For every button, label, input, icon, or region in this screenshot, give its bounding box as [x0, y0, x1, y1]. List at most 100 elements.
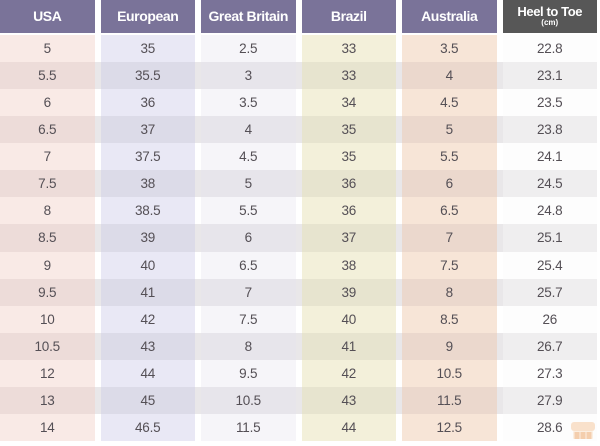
- table-row: 5 35 2.5 33 3.5 22.8: [0, 35, 597, 63]
- table-row: 5.5 35.5 3 33 4 23.1: [0, 62, 597, 90]
- cell-australia: 8.5: [402, 305, 497, 333]
- cell-usa: 8: [0, 197, 95, 225]
- cell-heel-to-toe: 24.8: [502, 197, 597, 225]
- cell-australia: 9: [402, 332, 497, 360]
- cell-heel-to-toe: 23.1: [502, 62, 597, 90]
- cell-heel-to-toe: 25.4: [502, 251, 597, 279]
- cell-usa: 10.5: [0, 332, 95, 360]
- table-rows: 5 35 2.5 33 3.5 22.8 5.5 35.5 3 33 4 23.…: [0, 35, 600, 445]
- cell-heel-to-toe: 25.7: [502, 278, 597, 306]
- cell-brazil: 34: [301, 89, 396, 117]
- cell-usa: 6: [0, 89, 95, 117]
- cell-usa: 5.5: [0, 62, 95, 90]
- cell-european: 45: [100, 386, 195, 414]
- cell-australia: 4.5: [402, 89, 497, 117]
- cell-usa: 7.5: [0, 170, 95, 198]
- header-brazil-label: Brazil: [330, 8, 367, 25]
- cell-heel-to-toe: 24.1: [502, 143, 597, 171]
- table-row: 10.5 43 8 41 9 26.7: [0, 332, 597, 360]
- cell-heel-to-toe: 27.3: [502, 359, 597, 387]
- cell-european: 46.5: [100, 413, 195, 441]
- cell-brazil: 33: [301, 35, 396, 63]
- cell-great-britain: 7: [201, 278, 296, 306]
- cell-usa: 8.5: [0, 224, 95, 252]
- cell-european: 37: [100, 116, 195, 144]
- cell-usa: 10: [0, 305, 95, 333]
- header-heel-to-toe: Heel to Toe (cm): [502, 0, 597, 33]
- table-header: USA European Great Britain Brazil Austra…: [0, 0, 600, 33]
- table-row: 6.5 37 4 35 5 23.8: [0, 116, 597, 144]
- cell-european: 41: [100, 278, 195, 306]
- cell-usa: 12: [0, 359, 95, 387]
- header-heel-to-toe-label: Heel to Toe: [517, 4, 583, 20]
- cell-great-britain: 4: [201, 116, 296, 144]
- cell-heel-to-toe: 28.6: [502, 413, 597, 441]
- cell-great-britain: 2.5: [201, 35, 296, 63]
- table-row: 14 46.5 11.5 44 12.5 28.6: [0, 413, 597, 441]
- table-row: 9.5 41 7 39 8 25.7: [0, 278, 597, 306]
- header-usa: USA: [0, 0, 95, 33]
- cell-great-britain: 6.5: [201, 251, 296, 279]
- table-row: 6 36 3.5 34 4.5 23.5: [0, 89, 597, 117]
- cell-great-britain: 6: [201, 224, 296, 252]
- cell-brazil: 40: [301, 305, 396, 333]
- header-australia: Australia: [402, 0, 497, 33]
- cell-heel-to-toe: 27.9: [502, 386, 597, 414]
- cell-australia: 7: [402, 224, 497, 252]
- cell-european: 43: [100, 332, 195, 360]
- cell-brazil: 43: [301, 386, 396, 414]
- header-great-britain-label: Great Britain: [208, 8, 289, 25]
- cell-great-britain: 5.5: [201, 197, 296, 225]
- cell-great-britain: 11.5: [201, 413, 296, 441]
- cell-great-britain: 10.5: [201, 386, 296, 414]
- table-row: 13 45 10.5 43 11.5 27.9: [0, 386, 597, 414]
- cell-european: 35: [100, 35, 195, 63]
- cell-australia: 6: [402, 170, 497, 198]
- cell-usa: 14: [0, 413, 95, 441]
- cell-great-britain: 5: [201, 170, 296, 198]
- cell-usa: 9: [0, 251, 95, 279]
- header-heel-to-toe-unit: (cm): [541, 18, 559, 28]
- cell-heel-to-toe: 26.7: [502, 332, 597, 360]
- header-european-label: European: [117, 8, 179, 25]
- cell-australia: 5: [402, 116, 497, 144]
- cell-heel-to-toe: 24.5: [502, 170, 597, 198]
- cell-brazil: 35: [301, 116, 396, 144]
- table-row: 7.5 38 5 36 6 24.5: [0, 170, 597, 198]
- cell-brazil: 35: [301, 143, 396, 171]
- cell-australia: 11.5: [402, 386, 497, 414]
- cell-heel-to-toe: 22.8: [502, 35, 597, 63]
- cell-european: 40: [100, 251, 195, 279]
- cell-heel-to-toe: 26: [502, 305, 597, 333]
- cell-usa: 7: [0, 143, 95, 171]
- cell-brazil: 44: [301, 413, 396, 441]
- cell-european: 38: [100, 170, 195, 198]
- cell-australia: 12.5: [402, 413, 497, 441]
- cell-european: 39: [100, 224, 195, 252]
- cell-brazil: 42: [301, 359, 396, 387]
- cell-heel-to-toe: 25.1: [502, 224, 597, 252]
- header-usa-label: USA: [33, 8, 62, 25]
- cell-brazil: 38: [301, 251, 396, 279]
- table-row: 8.5 39 6 37 7 25.1: [0, 224, 597, 252]
- table-row: 8 38.5 5.5 36 6.5 24.8: [0, 197, 597, 225]
- cell-heel-to-toe: 23.5: [502, 89, 597, 117]
- cell-great-britain: 7.5: [201, 305, 296, 333]
- table-row: 10 42 7.5 40 8.5 26: [0, 305, 597, 333]
- header-great-britain: Great Britain: [201, 0, 296, 33]
- cell-australia: 10.5: [402, 359, 497, 387]
- cell-great-britain: 9.5: [201, 359, 296, 387]
- cell-european: 42: [100, 305, 195, 333]
- cell-european: 44: [100, 359, 195, 387]
- cell-usa: 9.5: [0, 278, 95, 306]
- cell-australia: 5.5: [402, 143, 497, 171]
- cell-brazil: 37: [301, 224, 396, 252]
- cell-australia: 7.5: [402, 251, 497, 279]
- cell-australia: 8: [402, 278, 497, 306]
- cell-european: 36: [100, 89, 195, 117]
- cell-brazil: 41: [301, 332, 396, 360]
- cell-australia: 3.5: [402, 35, 497, 63]
- table-row: 7 37.5 4.5 35 5.5 24.1: [0, 143, 597, 171]
- cell-usa: 6.5: [0, 116, 95, 144]
